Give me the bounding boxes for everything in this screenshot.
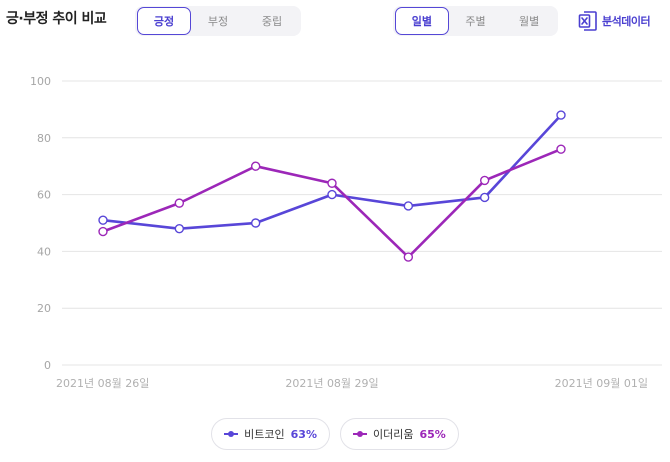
tab-weekly[interactable]: 주별 [465, 15, 486, 28]
legend-label: 비트코인 [244, 428, 285, 441]
x-tick-label: 2021년 08월 26일 [56, 376, 149, 390]
legend-percent: 65% [419, 427, 446, 441]
y-axis-ticks: 0 20 40 60 80 100 [30, 75, 51, 372]
tab-daily[interactable]: 일별 [395, 7, 449, 35]
y-tick-label: 100 [30, 75, 51, 88]
y-tick-label: 40 [37, 245, 51, 258]
y-tick-label: 0 [44, 359, 51, 372]
excel-icon [578, 11, 597, 31]
ethereum-data-point[interactable] [98, 226, 108, 237]
y-tick-label: 80 [37, 132, 51, 145]
x-axis-ticks: 2021년 08월 26일 2021년 08월 29일 2021년 09월 01일 [56, 376, 648, 390]
ethereum-data-point[interactable] [479, 175, 490, 186]
export-analysis-data-button[interactable]: 분석데이터 [578, 10, 651, 32]
ethereum-data-point[interactable] [250, 161, 261, 171]
x-tick-label: 2021년 08월 29일 [285, 376, 378, 390]
ethereum-line-marker-icon [353, 431, 367, 437]
y-tick-label: 20 [37, 302, 51, 315]
legend-percent: 63% [290, 427, 317, 441]
tab-negative[interactable]: 부정 [207, 15, 229, 28]
y-tick-label: 60 [37, 189, 51, 202]
tab-positive[interactable]: 긍정 [137, 7, 191, 35]
legend-item-bitcoin[interactable]: 비트코인 63% [211, 418, 330, 450]
bitcoin-data-point[interactable] [403, 201, 414, 211]
bitcoin-line-marker-icon [224, 431, 239, 437]
page-title: 긍·부정 추이 비교 [6, 11, 107, 27]
chart-legend: 비트코인 63% 이더리움 65% [0, 418, 670, 450]
tab-monthly[interactable]: 월별 [519, 15, 540, 28]
series-points [98, 110, 566, 262]
bitcoin-data-point[interactable] [556, 110, 566, 120]
ethereum-data-point[interactable] [403, 252, 414, 262]
grid-lines [62, 80, 662, 366]
bitcoin-series-line [102, 114, 562, 230]
period-toggle: 일별 주별 월별 [393, 6, 558, 36]
bitcoin-data-point[interactable] [250, 218, 261, 228]
legend-label: 이더리움 [373, 428, 414, 441]
ethereum-data-point[interactable] [556, 144, 566, 154]
legend-item-ethereum[interactable]: 이더리움 65% [340, 418, 459, 450]
bitcoin-data-point[interactable] [174, 223, 185, 234]
sentiment-toggle: 긍정 부정 중립 [135, 6, 301, 36]
export-label: 분석데이터 [602, 15, 651, 28]
ethereum-data-point[interactable] [327, 178, 337, 188]
tab-neutral[interactable]: 중립 [261, 15, 283, 28]
bitcoin-data-point[interactable] [327, 189, 337, 200]
ethereum-data-point[interactable] [174, 198, 185, 208]
bitcoin-data-point[interactable] [479, 192, 490, 203]
ethereum-series-line [102, 147, 562, 259]
bitcoin-data-point[interactable] [98, 215, 108, 225]
x-tick-label: 2021년 09월 01일 [555, 376, 648, 390]
